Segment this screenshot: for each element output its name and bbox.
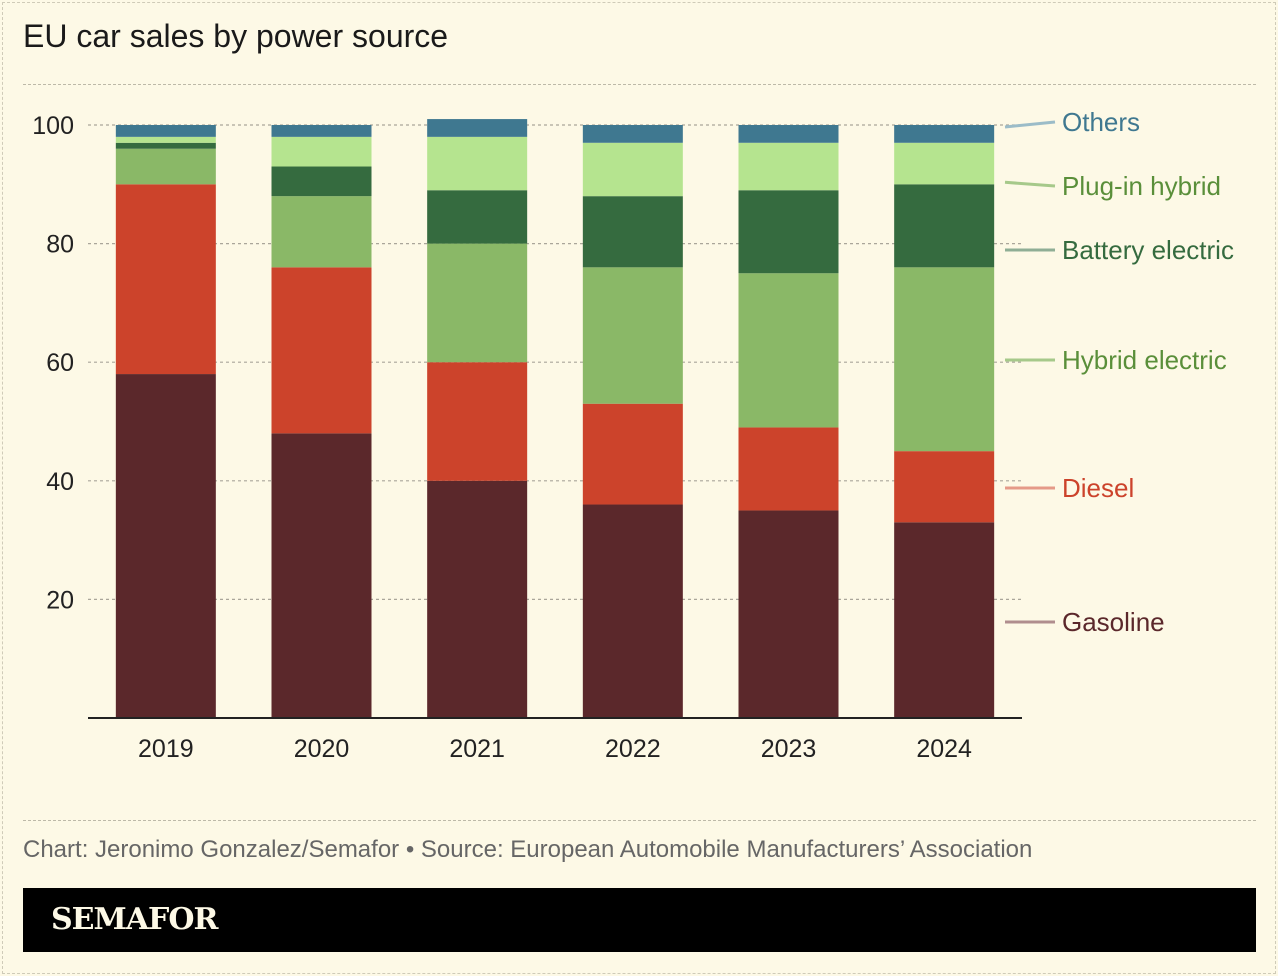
divider <box>23 84 1256 85</box>
bar-segment-plug-in-hybrid <box>894 142 995 185</box>
bar-segment-gasoline <box>894 522 995 718</box>
legend-label: Diesel <box>1062 473 1134 503</box>
bar-segment-hybrid-electric <box>894 267 995 452</box>
bar-segment-gasoline <box>738 510 839 718</box>
y-tick-label: 40 <box>46 468 74 496</box>
bar-segment-hybrid-electric <box>115 148 216 185</box>
bar-segment-diesel <box>582 403 683 505</box>
semafor-logo: SEMAFOR <box>51 902 218 937</box>
chart-credit: Chart: Jeronimo Gonzalez/Semafor • Sourc… <box>23 836 1033 863</box>
bar-segment-others <box>427 119 528 137</box>
bar-segment-plug-in-hybrid <box>427 136 528 191</box>
bar-segment-hybrid-electric <box>582 267 683 404</box>
bar-segment-gasoline <box>427 480 528 718</box>
bar-segment-gasoline <box>582 504 683 718</box>
bar-segment-battery-electric <box>427 190 528 244</box>
bar-segment-others <box>271 125 372 137</box>
y-tick-label: 20 <box>46 586 74 614</box>
bar-segment-plug-in-hybrid <box>738 142 839 191</box>
bar-segment-plug-in-hybrid <box>115 136 216 143</box>
x-tick-label: 2021 <box>449 735 505 763</box>
x-tick-label: 2019 <box>138 735 194 763</box>
y-tick-label: 80 <box>46 231 74 259</box>
brand-bar: SEMAFOR <box>23 888 1256 952</box>
bar-segment-plug-in-hybrid <box>582 142 683 197</box>
y-tick-label: 100 <box>32 112 74 140</box>
bar-segment-others <box>115 125 216 137</box>
bar-segment-diesel <box>738 427 839 511</box>
bar-segment-plug-in-hybrid <box>271 136 372 167</box>
bar-segment-others <box>738 125 839 143</box>
bar-segment-others <box>582 125 683 143</box>
x-tick-label: 2020 <box>294 735 350 763</box>
bar-segment-battery-electric <box>115 142 216 149</box>
bar-segment-hybrid-electric <box>427 243 528 363</box>
x-tick-label: 2024 <box>916 735 972 763</box>
bar-segment-hybrid-electric <box>271 196 372 268</box>
y-tick-label: 60 <box>46 349 74 377</box>
bar-segment-diesel <box>427 362 528 481</box>
legend-leader-line <box>1004 120 1056 129</box>
bar-segment-diesel <box>115 184 216 375</box>
legend-label: Battery electric <box>1062 235 1234 265</box>
x-tick-label: 2023 <box>761 735 817 763</box>
legend-label: Gasoline <box>1062 607 1165 637</box>
bar-segment-battery-electric <box>738 190 839 274</box>
stacked-bar-chart: 20 40 60 80 100 2019 2020 2021 2022 2023 2024 Gasol… <box>32 107 1234 763</box>
legend-leader-line <box>1004 180 1056 188</box>
chart-title: EU car sales by power source <box>23 18 449 54</box>
bar-segment-battery-electric <box>271 166 372 197</box>
x-tick-label: 2022 <box>605 735 661 763</box>
legend-label: Others <box>1062 107 1140 137</box>
bar-segment-hybrid-electric <box>738 273 839 428</box>
legend-label: Hybrid electric <box>1062 345 1227 375</box>
bar-segment-gasoline <box>115 374 216 718</box>
bar-segment-gasoline <box>271 433 372 718</box>
bar-segment-battery-electric <box>894 184 995 268</box>
bar-segment-diesel <box>271 267 372 434</box>
bar-segment-battery-electric <box>582 196 683 268</box>
divider <box>23 820 1256 821</box>
legend-label: Plug-in hybrid <box>1062 171 1221 201</box>
bar-segment-diesel <box>894 451 995 523</box>
bar-segment-others <box>894 125 995 143</box>
